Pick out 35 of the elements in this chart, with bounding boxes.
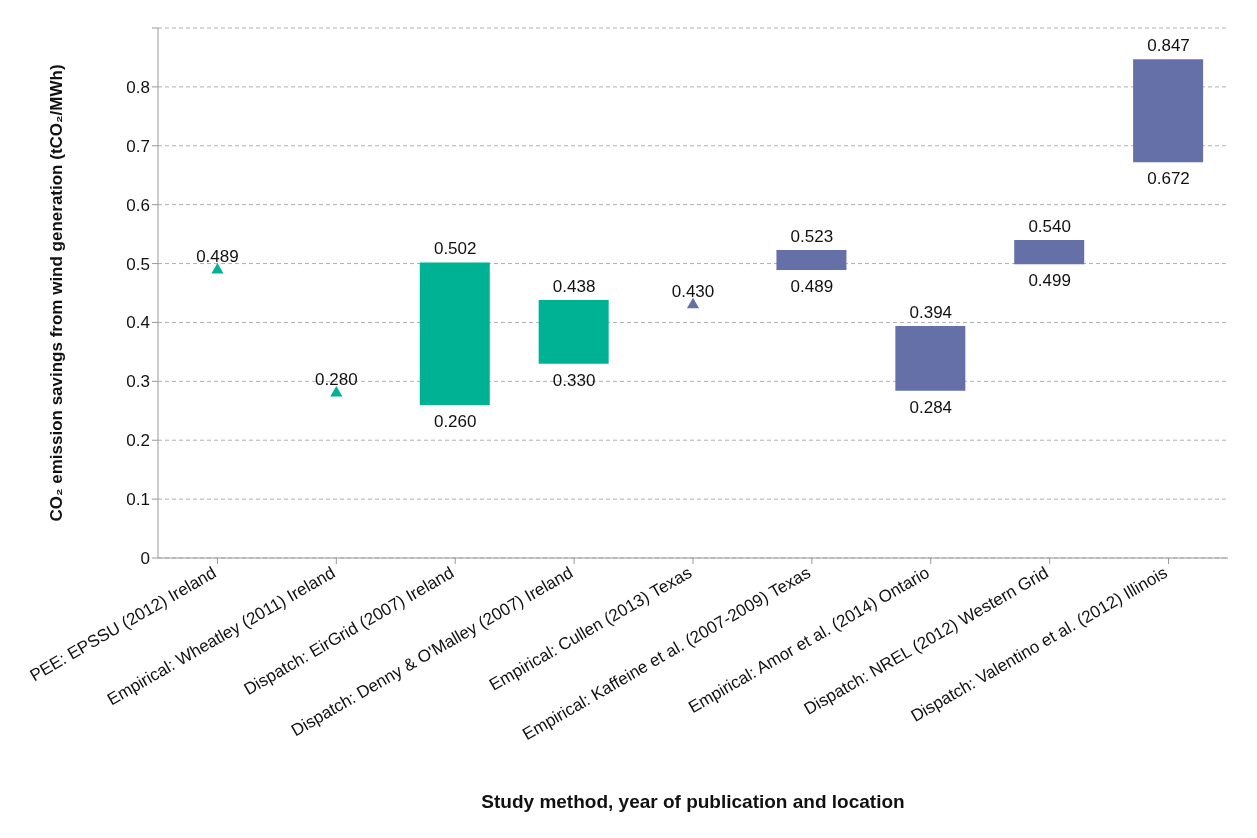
annotation: 0.330 [552, 370, 596, 390]
annotation: 0.284 [909, 397, 953, 417]
y-tick-label: 0.2 [126, 431, 150, 451]
annotation: 0.523 [790, 227, 834, 247]
point [686, 297, 700, 309]
annotation: 0.280 [315, 370, 358, 390]
bar [1014, 240, 1085, 265]
bar [419, 262, 490, 405]
annotation: 0.847 [1147, 36, 1190, 56]
annotation: 0.260 [433, 411, 477, 431]
annotation: 0.430 [671, 281, 715, 301]
bar [1133, 59, 1204, 163]
annotation: 0.489 [790, 277, 834, 297]
y-tick-label: 0 [140, 549, 150, 569]
annotation: 0.489 [196, 247, 239, 267]
bar [895, 325, 966, 391]
bar [538, 300, 609, 364]
annotation: 0.672 [1147, 169, 1190, 189]
annotation: 0.394 [909, 302, 953, 322]
point [330, 386, 343, 397]
point [211, 263, 224, 274]
annotation: 0.499 [1028, 271, 1071, 291]
y-tick-label: 0.1 [126, 490, 150, 510]
y-tick-label: 0.3 [126, 372, 150, 392]
annotation: 0.540 [1028, 217, 1071, 236]
y-tick-label: 0.8 [126, 77, 150, 97]
x-axis-title: Study method, year of publication and location [481, 791, 905, 812]
annotation: 0.438 [552, 277, 596, 297]
y-tick-label: 0.7 [126, 136, 150, 156]
y-tick-label: 0.6 [126, 195, 150, 215]
bar [776, 250, 847, 271]
y-tick-label: 0.4 [126, 313, 150, 333]
y-tick-label: 0.5 [126, 254, 150, 274]
y-axis-title: CO₂ emission savings from wind generation (tCO₂/MWh) [47, 64, 66, 522]
annotation: 0.502 [433, 239, 477, 259]
